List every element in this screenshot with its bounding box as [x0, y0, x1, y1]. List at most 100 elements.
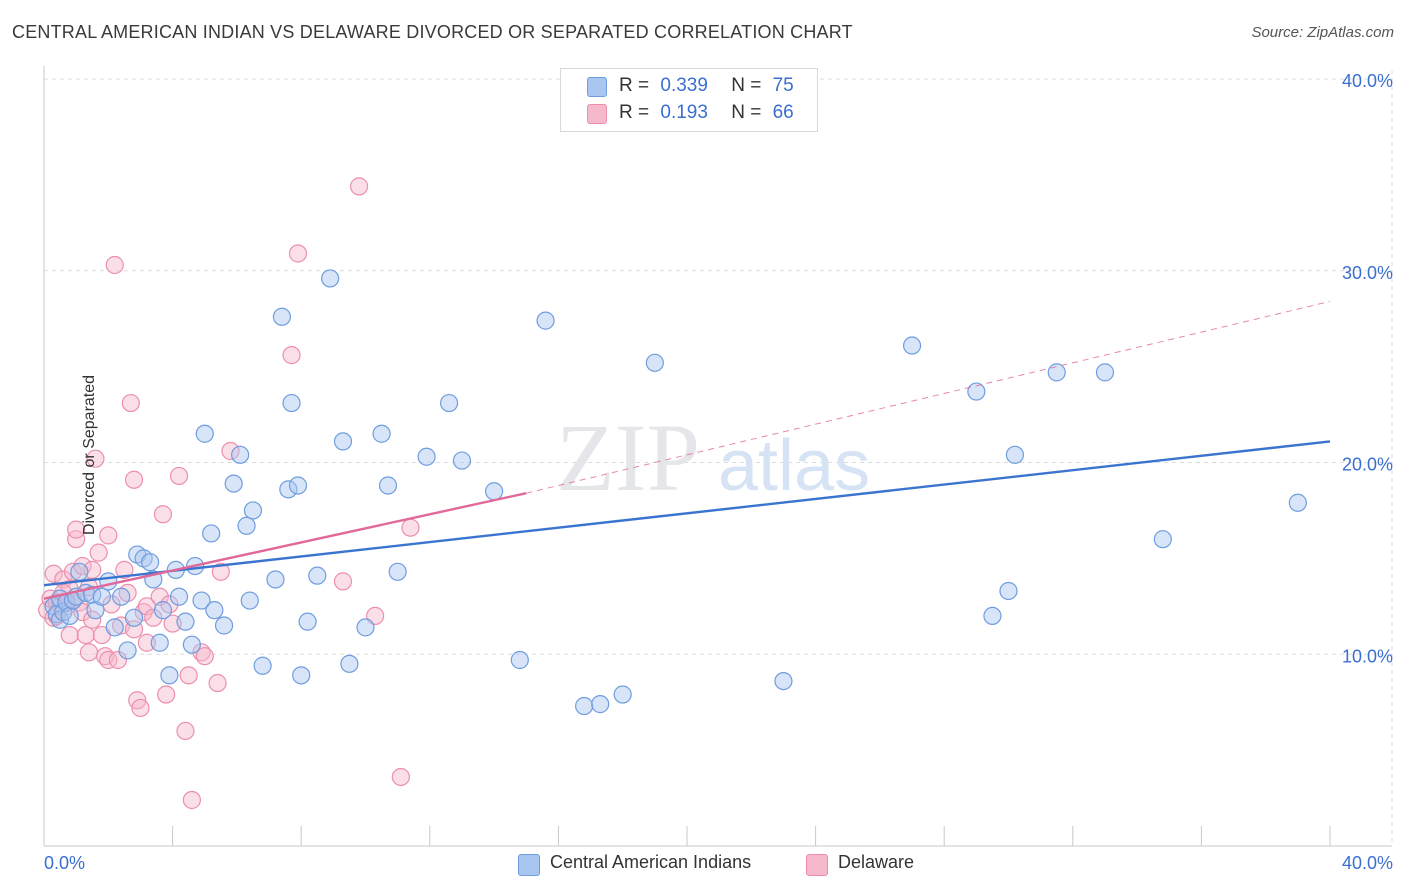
central-american-indian-point [150, 633, 169, 652]
central-american-indian-point [1095, 363, 1115, 382]
central-american-indian-point [1005, 445, 1025, 464]
delaware-point [108, 650, 128, 670]
watermark-atlas: atlas [718, 426, 870, 506]
central-american-indian-point [333, 432, 353, 451]
central-american-indian-point [160, 666, 179, 685]
legend-label: Delaware [838, 852, 915, 872]
delaware-point [124, 470, 144, 489]
delaware-point [105, 255, 124, 275]
central-american-indian-point [140, 553, 160, 572]
central-american-indian-point [417, 447, 436, 466]
central-american-indian-point [205, 601, 224, 620]
central-american-indian-point [774, 671, 793, 691]
delaware-point [144, 608, 163, 627]
central-american-indian-point [60, 606, 79, 626]
central-american-indian-point [237, 516, 256, 535]
central-american-indian-point [169, 587, 189, 606]
r-value: 0.193 [660, 102, 708, 123]
central-american-indian-point [99, 572, 118, 591]
delaware-point [73, 556, 92, 576]
legend-label: Central American Indians [550, 852, 752, 872]
y-tick-label: 20.0% [1342, 455, 1393, 475]
central-american-indian-point [118, 641, 137, 660]
central-american-indian-point [153, 601, 173, 620]
delaware-trendline-extension [526, 300, 1331, 494]
n-label: N = [731, 75, 762, 96]
delaware-point [282, 346, 301, 365]
delaware-point [63, 562, 83, 581]
delaware-points [38, 177, 420, 810]
delaware-point [208, 673, 227, 693]
legend-swatch-blue [518, 854, 540, 876]
delaware-point [169, 466, 189, 486]
delaware-point [153, 505, 173, 524]
central-american-indian-point [202, 524, 221, 543]
central-american-indian-trendline [43, 440, 1331, 587]
x-tick-label: 40.0% [1342, 853, 1393, 873]
central-american-indian-point [308, 566, 327, 585]
central-american-indian-point [70, 562, 89, 581]
delaware-point [86, 449, 105, 468]
central-american-indian-point [613, 685, 632, 704]
axes [43, 66, 1392, 847]
central-american-indian-point [105, 618, 124, 637]
delaware-point [99, 650, 118, 670]
central-american-indian-point [231, 445, 250, 464]
legend-swatch-blue [587, 77, 607, 97]
y-tick-label: 40.0% [1342, 71, 1393, 91]
central-american-indian-point [192, 591, 211, 610]
central-american-indian-point [485, 482, 504, 501]
central-american-indian-point [272, 307, 292, 326]
central-american-indian-point [902, 336, 922, 355]
central-american-indian-point [1288, 493, 1307, 512]
delaware-point [211, 562, 230, 581]
central-american-indian-point [279, 480, 298, 499]
central-american-indian-point [195, 424, 214, 443]
central-american-indian-point [388, 562, 407, 581]
central-american-indian-point [292, 666, 311, 685]
central-american-indian-point [253, 656, 272, 675]
central-american-indian-point [182, 635, 201, 654]
central-american-indian-point [176, 612, 195, 631]
central-american-indian-point [536, 311, 555, 330]
delaware-point [121, 393, 140, 413]
x-tick-label: 0.0% [44, 853, 85, 873]
delaware-point [137, 633, 156, 652]
central-american-indian-point [999, 581, 1018, 601]
central-american-indian-point [266, 570, 285, 589]
central-american-indian-point [967, 382, 986, 401]
tick-labels: 10.0% 20.0% 30.0% 40.0% 0.0% 40.0% [44, 71, 1393, 873]
delaware-point [83, 610, 102, 629]
central-american-indian-point [591, 695, 610, 714]
watermark: ZIP atlas [556, 404, 870, 511]
delaware-point [67, 530, 86, 549]
delaware-point [349, 177, 369, 196]
central-american-indian-point [372, 424, 391, 443]
n-value: 75 [772, 75, 794, 96]
delaware-point [99, 526, 118, 545]
delaware-point [179, 666, 198, 685]
delaware-point [401, 518, 420, 537]
gridlines [44, 70, 1393, 846]
source-label: Source: ZipAtlas.com [1251, 24, 1394, 41]
y-tick-label: 30.0% [1342, 263, 1393, 283]
delaware-point [176, 721, 195, 741]
delaware-point [79, 643, 99, 662]
central-american-indian-point [214, 616, 234, 635]
central-american-indian-point [92, 587, 111, 606]
delaware-point [44, 564, 63, 583]
central-american-indian-point [112, 587, 131, 606]
delaware-point [67, 520, 86, 539]
delaware-point [89, 543, 108, 562]
y-axis-label: Divorced or Separated [81, 374, 99, 536]
central-american-indian-point [288, 476, 308, 495]
n-label: N = [731, 102, 762, 123]
central-american-indian-point [452, 451, 472, 470]
r-label: R = [619, 75, 650, 96]
central-american-indian-point [321, 269, 340, 288]
delaware-point [131, 698, 150, 718]
chart-title: CENTRAL AMERICAN INDIAN VS DELAWARE DIVO… [12, 22, 853, 42]
series-legend: Central American Indians Delaware [0, 852, 1406, 876]
delaware-point [182, 790, 201, 810]
central-american-indian-point [575, 696, 594, 716]
